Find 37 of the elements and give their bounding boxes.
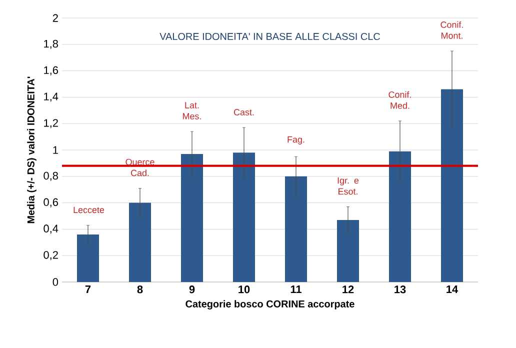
bar — [285, 176, 307, 282]
y-tick-label: 0,4 — [44, 224, 58, 234]
y-tick-label: 1,6 — [44, 66, 58, 76]
bar — [440, 89, 463, 282]
bar — [77, 234, 99, 282]
annotation: Cast. — [234, 109, 254, 116]
y-tick-label: 1,8 — [44, 40, 58, 49]
y-tick-label: 0,2 — [44, 251, 58, 260]
annotation: Igr. e Esot. — [338, 177, 359, 195]
annotation: Fag. — [288, 136, 304, 144]
y-axis-title: Media (+/- DS) valori IDONEITA' — [27, 76, 36, 224]
y-tick-label: 1,4 — [44, 92, 58, 102]
y-tick-label: 0 — [52, 278, 58, 286]
annotation: Conif. Mont. — [440, 21, 463, 39]
x-tick-label: 10 — [238, 286, 250, 294]
bar — [233, 152, 255, 282]
bar — [129, 202, 151, 282]
x-tick-label: 11 — [290, 286, 302, 294]
annotation: Leccete — [74, 206, 104, 214]
x-tick-label: 14 — [446, 286, 458, 294]
y-tick-label: 0,8 — [44, 172, 58, 181]
annotation: Lat. Mes. — [183, 102, 201, 120]
y-tick-label: 0,6 — [44, 198, 58, 208]
y-tick-label: 1,2 — [44, 119, 58, 128]
bar — [389, 151, 411, 282]
y-tick-label: 1 — [53, 146, 58, 154]
annotation: Conif. Med. — [388, 91, 411, 109]
x-tick-label: 9 — [189, 286, 195, 294]
bar — [181, 154, 203, 282]
bar — [337, 220, 359, 282]
text: VALORE IDONEITA' IN BASE ALLE CLASSI CLC — [160, 32, 380, 40]
y-tick-label: 2 — [52, 14, 58, 22]
x-tick-label: 8 — [137, 286, 143, 294]
x-axis-title: Categorie bosco CORINE accorpate — [186, 300, 354, 310]
x-tick-label: 13 — [394, 286, 406, 294]
x-tick-label: 7 — [85, 286, 91, 294]
x-tick-label: 12 — [342, 286, 354, 294]
